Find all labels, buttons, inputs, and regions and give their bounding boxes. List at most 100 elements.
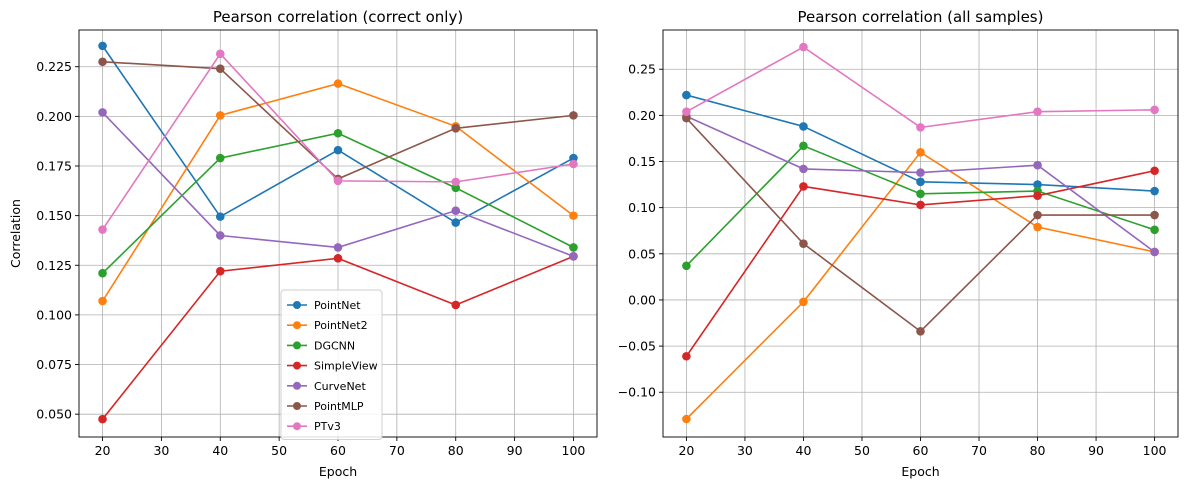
x-tick-label: 90 — [507, 443, 523, 458]
x-tick-label: 80 — [448, 443, 464, 458]
y-tick-label: 0.00 — [628, 292, 656, 307]
data-point — [98, 414, 107, 424]
data-point — [682, 90, 691, 100]
data-point — [333, 243, 343, 252]
x-tick-label: 70 — [389, 443, 405, 458]
series-dgcnn — [98, 128, 578, 278]
y-tick-label: 0.20 — [628, 108, 656, 123]
data-point — [215, 64, 225, 74]
series-pointmlp — [682, 113, 1159, 336]
data-point — [569, 252, 578, 261]
data-point — [916, 147, 925, 157]
data-point — [98, 296, 107, 306]
x-tick-label: 50 — [854, 443, 870, 458]
legend-swatch-marker — [293, 341, 301, 350]
legend-label: PTv3 — [314, 420, 341, 433]
series-curvenet — [98, 108, 578, 261]
data-point — [569, 211, 578, 220]
data-point — [1150, 247, 1159, 257]
data-point — [98, 268, 107, 278]
legend: PointNet PointNet2 DGCNN SimpleView CurveNet… — [280, 289, 383, 440]
x-tick-label: 100 — [562, 443, 586, 458]
legend-label: CurveNet — [314, 380, 366, 393]
x-tick-label: 20 — [95, 443, 111, 458]
data-point — [1150, 225, 1159, 235]
series-ptv3 — [98, 49, 578, 234]
x-tick-label: 90 — [1088, 443, 1104, 458]
x-tick-label: 30 — [153, 443, 169, 458]
y-tick-label: 0.050 — [36, 407, 72, 422]
x-axis-label: Epoch — [319, 464, 357, 479]
y-axis-label: Correlation — [8, 199, 23, 268]
data-point — [215, 212, 225, 221]
legend-swatch-marker — [293, 361, 301, 370]
data-point — [333, 176, 343, 186]
data-point — [333, 128, 343, 138]
y-tick-label: 0.225 — [36, 59, 72, 74]
x-tick-label: 40 — [796, 443, 812, 458]
y-tick-label: −0.10 — [618, 385, 656, 400]
y-tick-label: 0.10 — [628, 200, 656, 215]
chart-1: 20 30 40 50 60 70 80 90 100 −0.10 −0.05 0.00 0.05 0.1… — [618, 8, 1179, 479]
data-point — [1033, 160, 1042, 170]
data-point — [682, 261, 691, 271]
chart-title: Pearson correlation (all samples) — [798, 8, 1044, 26]
data-point — [799, 297, 808, 307]
data-point — [916, 123, 925, 132]
data-point — [569, 153, 578, 163]
data-point — [1033, 107, 1042, 116]
data-point — [451, 183, 461, 193]
y-tick-label: 0.25 — [628, 62, 656, 77]
data-point — [799, 182, 808, 191]
data-point — [333, 79, 343, 88]
data-point — [569, 243, 578, 252]
data-point — [1033, 191, 1042, 200]
legend-swatch-marker — [293, 321, 301, 330]
data-point — [215, 266, 225, 276]
data-point — [451, 218, 461, 227]
data-point — [215, 49, 225, 59]
data-point — [1033, 210, 1042, 220]
x-tick-label: 40 — [212, 443, 228, 458]
series-pointnet — [98, 41, 578, 227]
legend-box — [280, 289, 383, 440]
series-ptv3 — [682, 42, 1159, 132]
x-axis-label: Epoch — [901, 464, 939, 479]
data-point — [1150, 166, 1159, 176]
data-point — [215, 153, 225, 163]
data-point — [1033, 222, 1042, 232]
chart-title: Pearson correlation (correct only) — [213, 8, 463, 26]
legend-swatch-marker — [293, 301, 301, 309]
y-tick-label: 0.200 — [36, 109, 72, 124]
data-point — [333, 254, 343, 263]
data-point — [1150, 210, 1159, 220]
data-point — [98, 225, 107, 234]
data-point — [682, 414, 691, 424]
x-tick-label: 50 — [271, 443, 287, 458]
data-point — [333, 145, 343, 155]
data-point — [799, 122, 808, 131]
legend-label: PointNet — [314, 299, 361, 312]
y-tick-label: 0.15 — [628, 154, 656, 169]
data-point — [569, 159, 578, 169]
data-point — [215, 111, 225, 120]
series-simpleview — [682, 166, 1159, 361]
x-tick-label: 20 — [678, 443, 694, 458]
data-point — [1033, 180, 1042, 189]
y-tick-label: 0.175 — [36, 158, 72, 173]
x-tick-label: 60 — [330, 443, 346, 458]
chart-0: 20 30 40 50 60 70 80 90 100 0.050 0.075 0.100 0.125 0… — [8, 8, 598, 479]
data-point — [215, 231, 225, 240]
data-point — [799, 141, 808, 151]
series-dgcnn — [682, 141, 1159, 271]
legend-swatch-marker — [293, 381, 301, 390]
legend-label: SimpleView — [314, 360, 378, 373]
data-point — [451, 177, 461, 187]
data-point — [569, 111, 578, 120]
x-tick-label: 100 — [1143, 443, 1167, 458]
data-point — [682, 107, 691, 116]
data-point — [98, 57, 107, 67]
y-tick-label: −0.05 — [618, 339, 656, 354]
data-point — [916, 327, 925, 336]
